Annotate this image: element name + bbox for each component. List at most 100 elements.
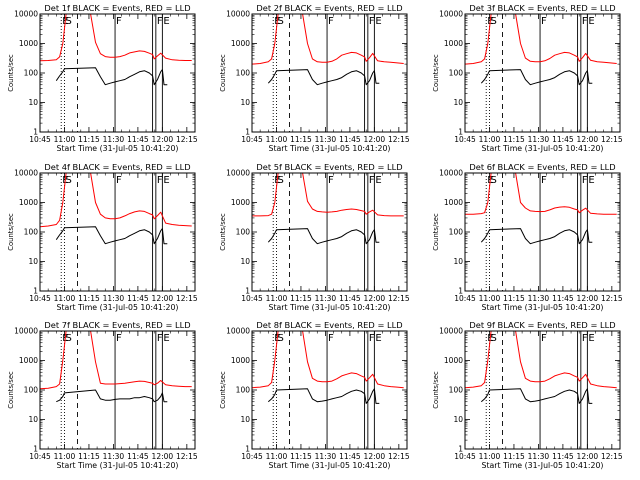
x-tick-label: 10:45 <box>454 294 476 303</box>
series-line-events <box>480 388 593 404</box>
series-line-lld <box>40 173 192 228</box>
x-tick-label: 12:00 <box>364 452 386 461</box>
x-axis-label: Start Time (31-Jul-05 10:41:20) <box>269 144 391 153</box>
marker-label: S <box>277 333 283 344</box>
marker-label: E <box>163 333 169 344</box>
y-axis-label: Counts/sec <box>219 54 227 92</box>
axes-frame <box>464 13 621 133</box>
series-line-events <box>267 228 380 245</box>
series-line-lld <box>252 173 404 217</box>
x-tick-label: 11:15 <box>78 294 100 303</box>
x-tick-label: 12:00 <box>577 452 599 461</box>
x-tick-label: 11:30 <box>315 135 337 144</box>
x-tick-label: 11:45 <box>127 452 149 461</box>
axes-frame <box>251 172 408 292</box>
x-tick-label: 11:30 <box>103 294 125 303</box>
chart-title: Det 2f BLACK = Events, RED = LLD <box>256 3 402 13</box>
x-tick-label: 11:30 <box>315 452 337 461</box>
marker-label: E <box>588 175 594 186</box>
x-tick-label: 11:30 <box>103 135 125 144</box>
marker-label: S <box>490 175 496 186</box>
y-tick-label: 100 <box>236 228 251 237</box>
x-tick-label: 10:45 <box>29 452 51 461</box>
x-tick-label: 10:45 <box>454 452 476 461</box>
y-tick-label: 1 <box>33 445 38 454</box>
y-tick-label: 1000 <box>444 198 463 207</box>
x-tick-label: 11:45 <box>552 452 574 461</box>
y-tick-label: 100 <box>236 386 251 395</box>
chart-title: Det 7f BLACK = Events, RED = LLD <box>44 320 190 330</box>
y-axis-label: Counts/sec <box>219 371 227 409</box>
marker-label: S <box>490 333 496 344</box>
x-tick-label: 11:45 <box>127 294 149 303</box>
chart-title: Det 1f BLACK = Events, RED = LLD <box>44 3 190 13</box>
y-tick-label: 1 <box>245 128 250 137</box>
y-tick-label: 1000 <box>19 39 38 48</box>
marker-label: F <box>582 333 588 344</box>
x-tick-label: 11:45 <box>552 135 574 144</box>
x-tick-label: 12:00 <box>152 294 174 303</box>
y-tick-label: 1 <box>33 128 38 137</box>
x-axis-label: Start Time (31-Jul-05 10:41:20) <box>57 144 179 153</box>
x-tick-label: 12:15 <box>176 452 198 461</box>
x-tick-label: 12:15 <box>176 135 198 144</box>
chart-panel-3: Det 3f BLACK = Events, RED = LLD Start Ti… <box>432 3 623 153</box>
chart-panel-2: Det 2f BLACK = Events, RED = LLD Start Ti… <box>219 3 410 153</box>
chart-panel-1: Det 1f BLACK = Events, RED = LLD Start Ti… <box>7 3 198 153</box>
x-tick-label: 11:30 <box>528 294 550 303</box>
x-tick-label: 10:45 <box>241 452 263 461</box>
x-tick-label: 11:45 <box>339 452 361 461</box>
y-axis-label: Counts/sec <box>432 54 440 92</box>
x-tick-label: 11:00 <box>266 452 288 461</box>
chart-title: Det 9f BLACK = Events, RED = LLD <box>469 320 615 330</box>
y-tick-label: 1000 <box>231 39 250 48</box>
y-tick-label: 10000 <box>14 10 38 19</box>
series-line-events <box>480 69 593 86</box>
x-tick-label: 12:15 <box>176 294 198 303</box>
marker-label: F <box>582 16 588 27</box>
y-axis-label: Counts/sec <box>432 213 440 251</box>
marker-label: F <box>541 16 547 27</box>
x-axis-label: Start Time (31-Jul-05 10:41:20) <box>269 461 391 470</box>
x-tick-label: 11:45 <box>552 294 574 303</box>
series-line-events <box>55 226 168 245</box>
chart-title: Det 4f BLACK = Events, RED = LLD <box>44 162 190 172</box>
x-tick-label: 11:00 <box>54 135 76 144</box>
chart-panel-6: Det 6f BLACK = Events, RED = LLD Start Ti… <box>432 162 623 312</box>
y-tick-label: 1 <box>33 287 38 296</box>
x-tick-label: 11:00 <box>479 294 501 303</box>
x-tick-label: 12:00 <box>577 294 599 303</box>
y-tick-label: 1 <box>245 445 250 454</box>
x-tick-label: 11:15 <box>503 452 525 461</box>
y-axis-label: Counts/sec <box>219 213 227 251</box>
x-tick-label: 11:00 <box>479 452 501 461</box>
y-tick-label: 10 <box>28 98 38 107</box>
x-tick-label: 11:30 <box>528 452 550 461</box>
y-tick-label: 10 <box>453 415 463 424</box>
marker-label: F <box>541 333 547 344</box>
chart-title: Det 5f BLACK = Events, RED = LLD <box>256 162 402 172</box>
marker-label: F <box>369 333 375 344</box>
y-tick-label: 1 <box>458 128 463 137</box>
x-tick-label: 11:30 <box>528 135 550 144</box>
series-line-events <box>55 67 168 86</box>
x-tick-label: 10:45 <box>454 135 476 144</box>
x-tick-label: 11:15 <box>290 294 312 303</box>
marker-label: F <box>582 175 588 186</box>
y-tick-label: 10000 <box>439 327 463 336</box>
y-tick-label: 10 <box>453 98 463 107</box>
x-tick-label: 11:15 <box>290 135 312 144</box>
marker-label: E <box>375 333 381 344</box>
axes-frame <box>464 330 621 450</box>
marker-label: F <box>157 333 163 344</box>
y-tick-label: 1 <box>458 287 463 296</box>
y-tick-label: 10 <box>240 257 250 266</box>
marker-label: F <box>116 16 122 27</box>
y-tick-label: 10 <box>240 98 250 107</box>
series-line-lld <box>465 14 617 65</box>
x-tick-label: 10:45 <box>241 294 263 303</box>
marker-label: S <box>277 16 283 27</box>
marker-label: E <box>375 175 381 186</box>
marker-label: E <box>588 333 594 344</box>
